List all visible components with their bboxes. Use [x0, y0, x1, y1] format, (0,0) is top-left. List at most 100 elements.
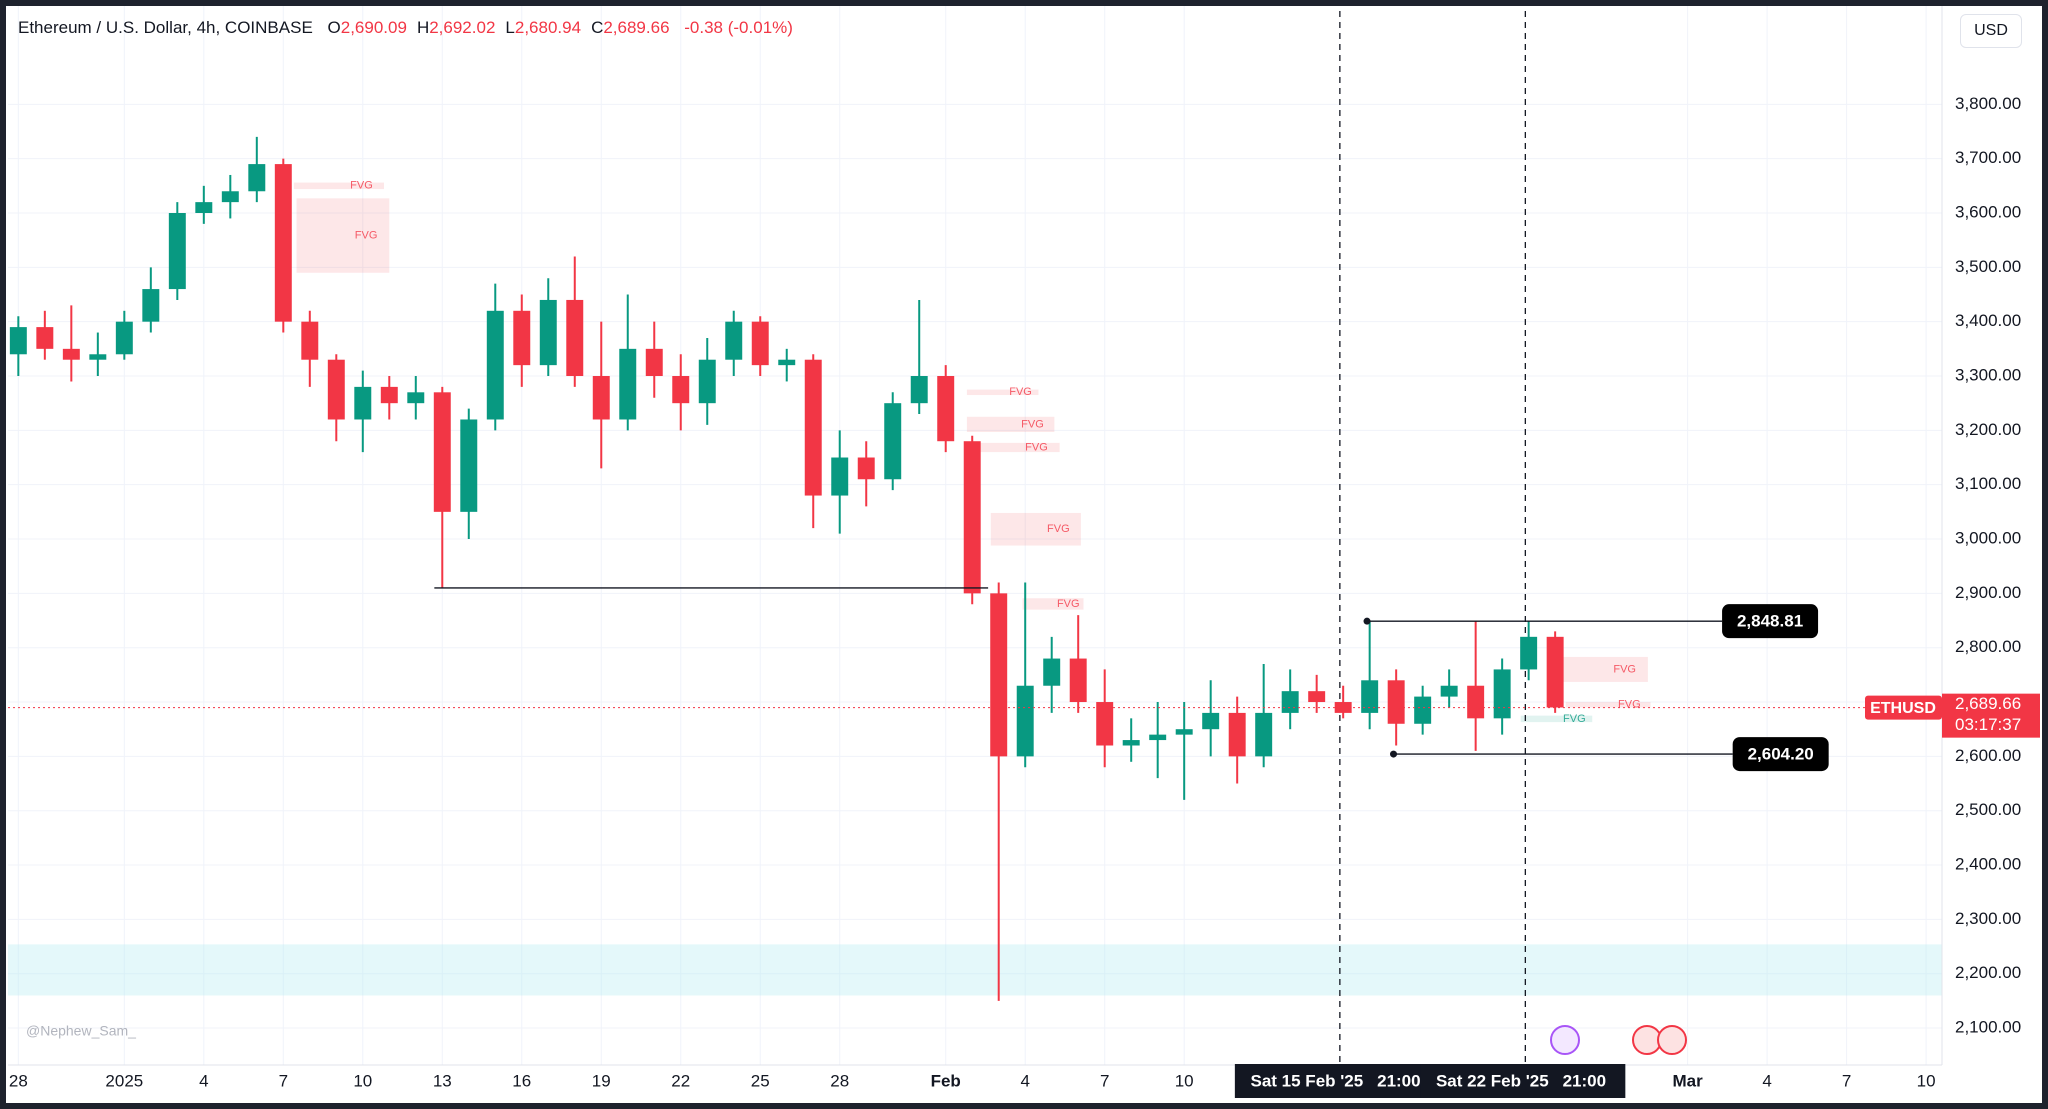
level-label-box [1722, 604, 1819, 639]
change: -0.38 (-0.01%) [684, 18, 793, 37]
candle-body [539, 299, 557, 366]
watermark: @Nephew_Sam_ [26, 1023, 136, 1039]
y-tick-label: 3,200.00 [1955, 420, 2021, 439]
x-tick-label: 13 [433, 1071, 452, 1090]
crosshair-date: Sat 15 Feb '25 [1251, 1071, 1364, 1090]
legend-header: Ethereum / U.S. Dollar, 4h, COINBASE O2,… [18, 18, 803, 38]
last-price-box [1942, 693, 2040, 738]
x-tick-label: 16 [512, 1071, 531, 1090]
zone [1520, 715, 1593, 723]
y-tick-label: 2,500.00 [1955, 800, 2021, 819]
candle-body [1122, 740, 1140, 746]
zone-label: FVG [355, 229, 378, 241]
candle-body [36, 327, 54, 349]
y-tick-label: 3,800.00 [1955, 94, 2021, 113]
zone [8, 944, 1942, 996]
candle-body [1202, 712, 1220, 730]
candle-body [168, 213, 186, 290]
candle-body [910, 376, 928, 404]
y-tick-label: 3,600.00 [1955, 202, 2021, 221]
y-tick-label: 2,100.00 [1955, 1018, 2021, 1037]
y-tick-label: 2,800.00 [1955, 637, 2021, 656]
zone [293, 182, 384, 190]
candle-body [963, 441, 981, 594]
zone [1022, 598, 1084, 610]
candle-body [62, 348, 80, 360]
level-label-box [1732, 737, 1829, 772]
candle-body [592, 376, 610, 420]
x-tick-label: 4 [1762, 1071, 1771, 1090]
candle-body [698, 359, 716, 404]
candle-body [804, 359, 822, 496]
candle-body [380, 386, 398, 404]
symbol-tag: ETHUSD [1870, 700, 1936, 717]
candle-body [1281, 691, 1299, 713]
candle-body [1546, 636, 1564, 708]
x-tick-label: 19 [592, 1071, 611, 1090]
zone-label: FVG [1009, 386, 1032, 398]
candle-body [1493, 669, 1511, 719]
x-tick-label: 22 [671, 1071, 690, 1090]
icon[interactable] [1550, 1025, 1580, 1055]
y-tick-label: 3,300.00 [1955, 365, 2021, 384]
zone-label: FVG [350, 180, 373, 192]
x-tick-label: 10 [1917, 1071, 1936, 1090]
zone [966, 416, 1055, 432]
y-tick-label: 3,400.00 [1955, 311, 2021, 330]
icon[interactable] [1657, 1025, 1687, 1055]
y-tick-label: 2,200.00 [1955, 963, 2021, 982]
candle-body [274, 164, 292, 322]
zone [1555, 656, 1648, 682]
candle-body [327, 359, 345, 420]
y-tick-label: 2,300.00 [1955, 909, 2021, 928]
candle-body [142, 289, 160, 322]
candle-body [354, 386, 372, 420]
candle-body [486, 310, 504, 420]
x-tick-label: 4 [1020, 1071, 1029, 1090]
candle-body [1043, 658, 1061, 686]
candle-body [1069, 658, 1087, 703]
candle-body [619, 348, 637, 420]
x-tick-label: 28 [830, 1071, 849, 1090]
level-anchor [1363, 617, 1371, 625]
zone [966, 389, 1039, 396]
x-tick-label: Mar [1673, 1071, 1704, 1090]
x-tick-label: 10 [1175, 1071, 1194, 1090]
candle-body [990, 593, 1008, 757]
zone-label: FVG [1618, 699, 1641, 711]
x-tick-label: 7 [1100, 1071, 1109, 1090]
zone-label: FVG [1047, 523, 1070, 535]
candle-body [857, 457, 875, 480]
candle-body [1255, 712, 1273, 757]
axes: 2,100.00 2,200.00 2,300.00 2,400.00 2,500.00… [9, 94, 2021, 1091]
currency-button[interactable]: USD [1960, 14, 2022, 48]
ohlc: O2,690.09 H2,692.02 L2,680.94 C2,689.66 [328, 18, 680, 37]
candle-body [751, 321, 769, 366]
candle-body [433, 392, 451, 512]
crosshair-date: Sat 22 Feb '25 [1436, 1071, 1549, 1090]
zone-label: FVG [1563, 713, 1586, 725]
candle-body [1467, 685, 1485, 719]
plot-area: FVG FVG FVG FVG FVG FVG FVG FVG FVG FVG [8, 0, 1942, 1065]
crosshair-time: 21:00 [1563, 1071, 1606, 1090]
candle-body [1175, 729, 1193, 735]
zone-label: FVG [1613, 663, 1636, 675]
grid [8, 0, 1942, 1065]
candle-body [672, 376, 690, 404]
zone-label: FVG [1057, 598, 1080, 610]
candle-body [1016, 685, 1034, 757]
icon[interactable] [1632, 1025, 1662, 1055]
y-tick-label: 2,400.00 [1955, 855, 2021, 874]
candle-body [1361, 680, 1379, 713]
level-label: 2,604.20 [1748, 745, 1814, 764]
candle-body [248, 164, 266, 192]
zone-label: FVG [1025, 441, 1048, 453]
candle-body [1440, 685, 1458, 697]
symbol-tag-box [1865, 695, 1942, 720]
crosshair-label-box [1420, 1064, 1626, 1098]
y-tick-label: 3,000.00 [1955, 529, 2021, 548]
ohlc-key: H [416, 18, 430, 37]
